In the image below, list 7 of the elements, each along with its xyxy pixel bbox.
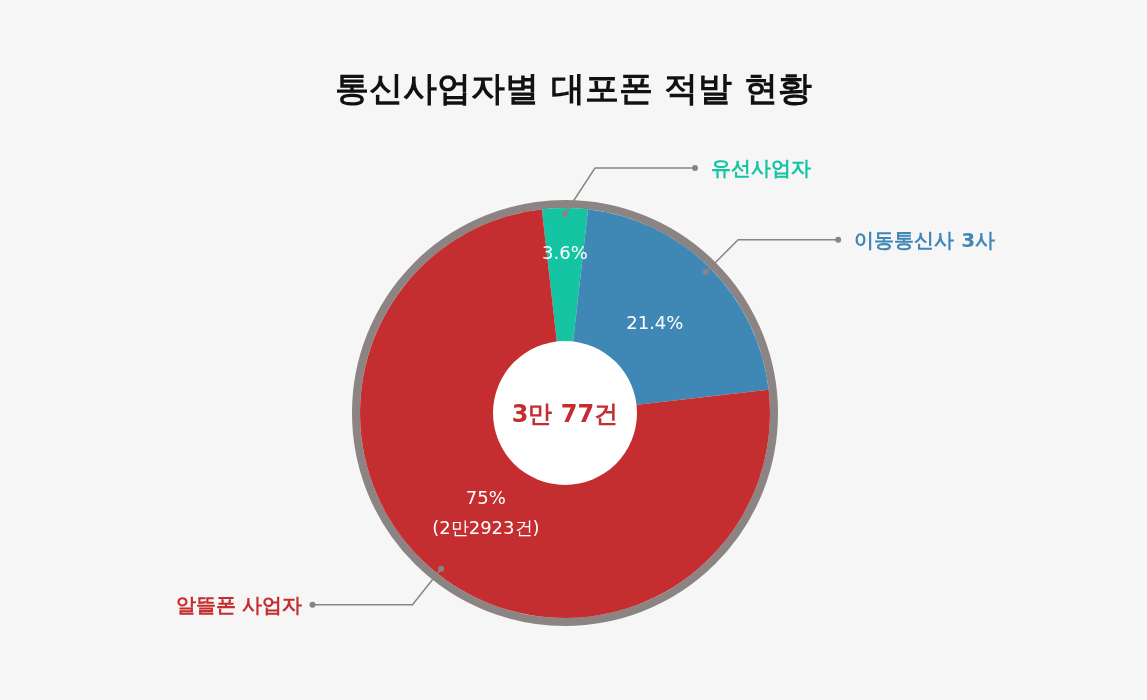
data-label: 75% (2만2923건) (432, 487, 540, 539)
slice-label: 유선사업자 (711, 156, 811, 180)
slice-label: 알뜰폰 사업자 (175, 592, 303, 617)
text: 3만 77건 (511, 400, 619, 428)
slice-label: 이동통신사 3사 (854, 227, 996, 252)
chart-title: 통신사업자별 대포폰 적발 현황 (334, 68, 813, 108)
data-label: 21.4% (626, 312, 684, 334)
